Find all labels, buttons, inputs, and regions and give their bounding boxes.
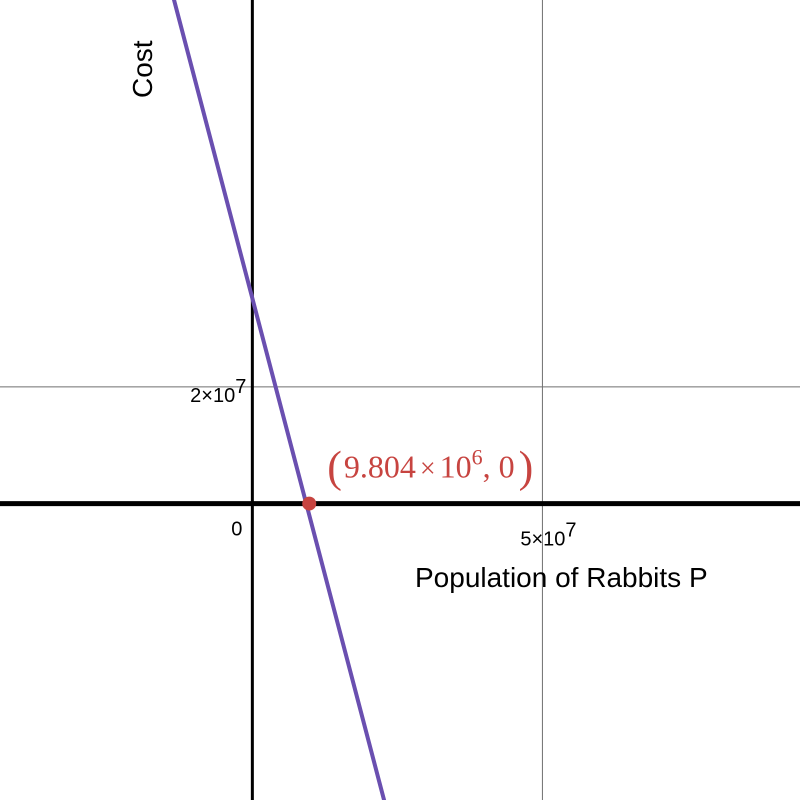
series-line-0 — [172, 0, 387, 800]
x-axis-title: Population of Rabbits P — [415, 562, 708, 593]
point-label-0: (9.804 × 106, 0) — [327, 443, 533, 492]
series-lines — [172, 0, 387, 800]
data-points: (9.804 × 106, 0) — [302, 443, 533, 511]
point-marker-0 — [302, 496, 317, 511]
y-axis-title: Cost — [127, 40, 158, 98]
x-tick-label-0: 0 — [231, 519, 242, 541]
